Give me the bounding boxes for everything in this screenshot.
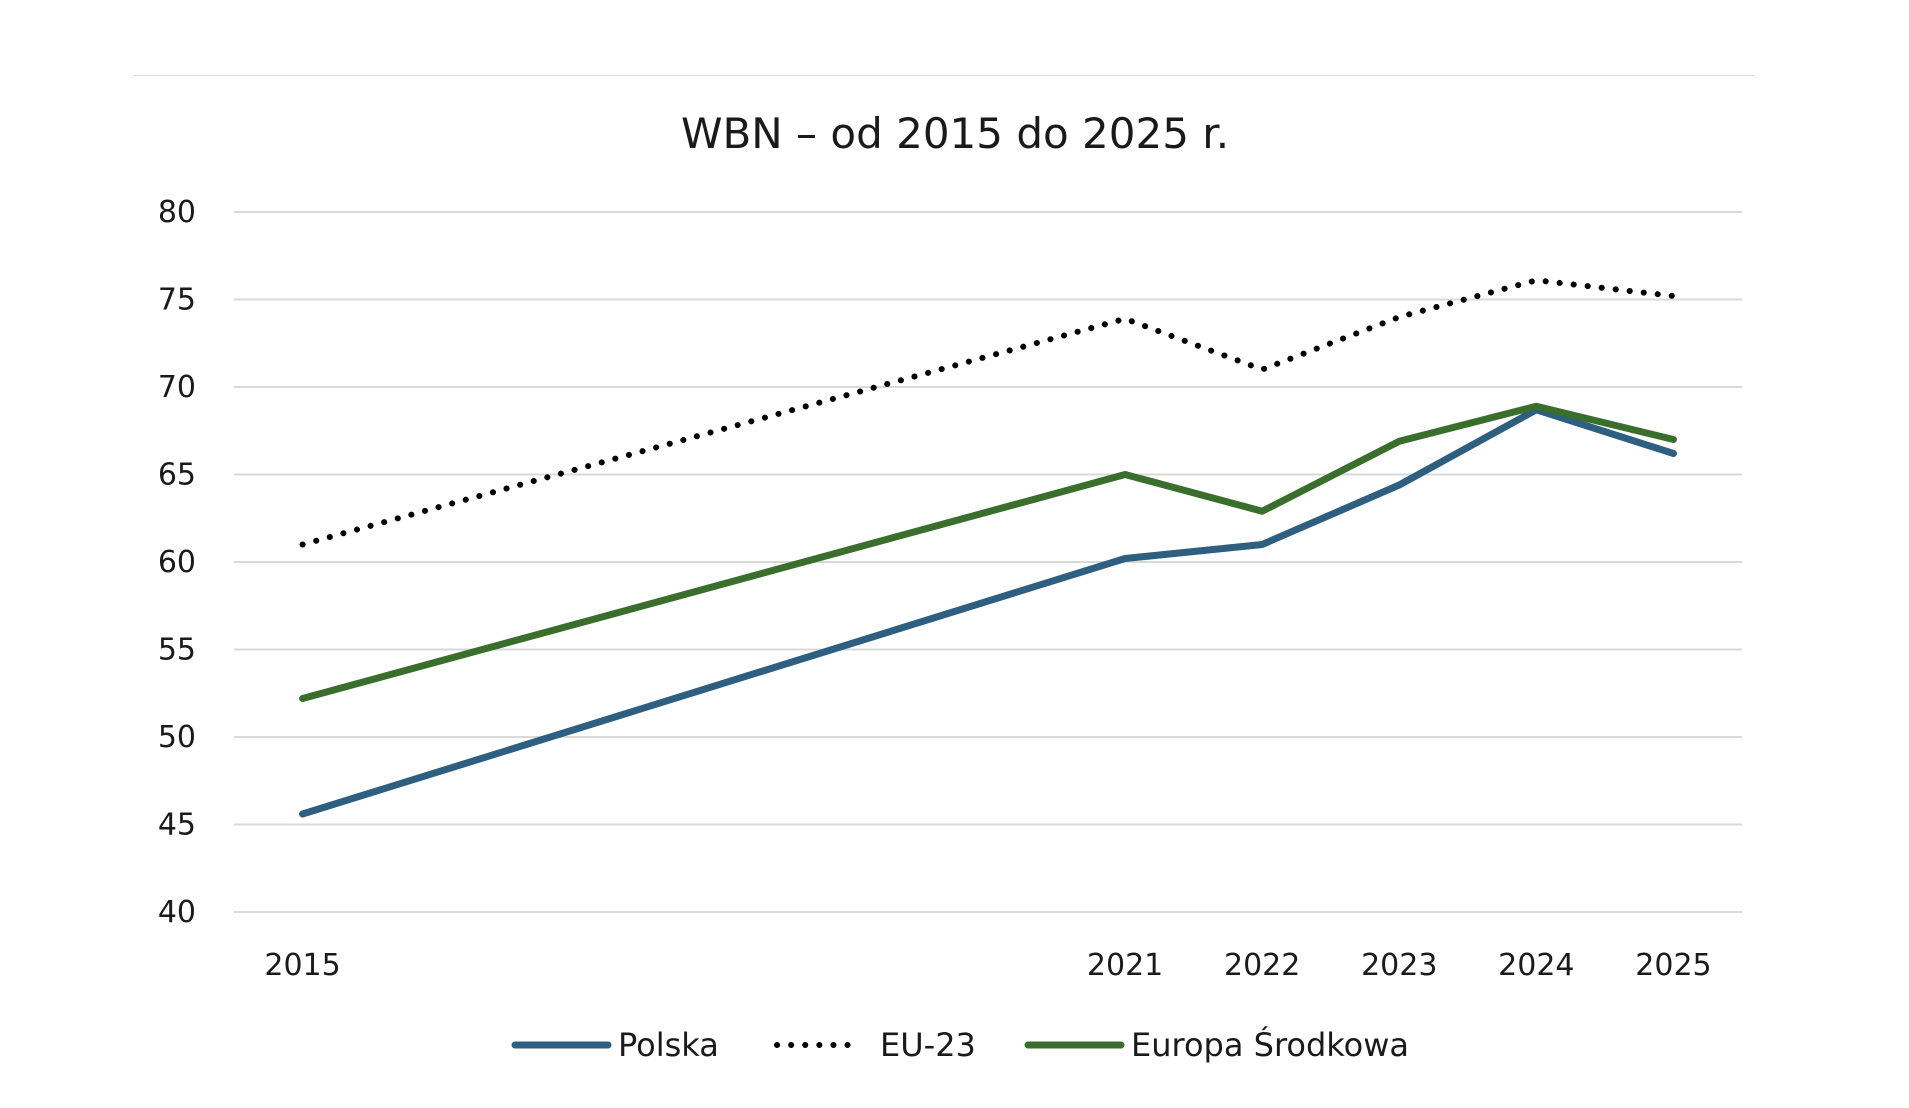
y-tick-label: 60 — [158, 545, 196, 580]
y-tick-label: 55 — [158, 633, 196, 668]
y-tick-label: 70 — [158, 370, 196, 405]
y-tick-label: 50 — [158, 720, 196, 755]
x-tick-label: 2024 — [1498, 948, 1574, 983]
series-line-polska — [299, 406, 1677, 818]
x-axis-tick-labels: 2015 2021 2022 2023 2024 2025 — [264, 948, 1711, 983]
chart-title: WBN – od 2015 do 2025 r. — [681, 109, 1229, 158]
legend-label: Polska — [618, 1026, 719, 1064]
y-axis-tick-labels: 40 45 50 55 60 65 70 75 80 — [158, 195, 196, 930]
legend: Polska EU-23 Europa Środkowa — [511, 1025, 1409, 1064]
series-lines — [299, 277, 1677, 818]
y-tick-label: 45 — [158, 808, 196, 843]
y-tick-label: 75 — [158, 283, 196, 318]
x-tick-label: 2015 — [264, 948, 340, 983]
series-line-europa-rodkowa — [299, 402, 1677, 702]
legend-label: Europa Środkowa — [1131, 1025, 1409, 1064]
x-tick-label: 2023 — [1361, 948, 1437, 983]
x-tick-label: 2025 — [1635, 948, 1711, 983]
legend-label: EU-23 — [880, 1026, 976, 1064]
y-tick-label: 65 — [158, 458, 196, 493]
top-divider — [134, 75, 1754, 76]
y-tick-label: 80 — [158, 195, 196, 230]
y-tick-label: 40 — [158, 895, 196, 930]
x-tick-label: 2021 — [1087, 948, 1163, 983]
grid-lines — [234, 211, 1742, 913]
x-tick-label: 2022 — [1224, 948, 1300, 983]
series-line-eu-23 — [299, 277, 1677, 548]
